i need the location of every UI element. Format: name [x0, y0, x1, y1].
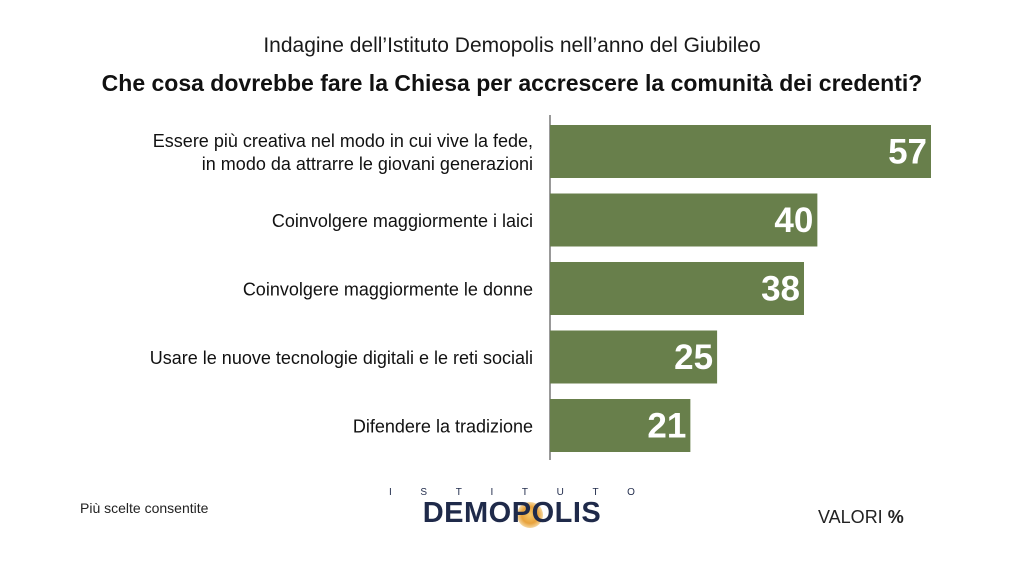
category-label-3-0: Usare le nuove tecnologie digitali e le … — [150, 348, 533, 368]
data-label-4: 21 — [647, 407, 686, 446]
logo-sun-icon — [517, 502, 543, 528]
data-label-3: 25 — [674, 338, 713, 377]
logo-wordmark: DEMOPOLIS — [422, 497, 602, 529]
category-label-0-0: Essere più creativa nel modo in cui vive… — [153, 131, 533, 151]
category-label-1-0: Coinvolgere maggiormente i laici — [272, 211, 533, 231]
bar-1 — [550, 193, 818, 247]
bar-3 — [550, 330, 718, 384]
category-label-2-0: Coinvolgere maggiormente le donne — [243, 280, 533, 300]
data-label-0: 57 — [888, 133, 927, 172]
bar-chart: 57 Essere più creativa nel modo in cui vi… — [150, 115, 931, 460]
data-label-2: 38 — [761, 270, 800, 309]
bar-2 — [550, 262, 804, 315]
data-label-1: 40 — [774, 201, 813, 240]
chart-title: Che cosa dovrebbe fare la Chiesa per acc… — [101, 70, 923, 96]
bar-4 — [550, 399, 691, 452]
footnote: Più scelte consentite — [80, 500, 209, 516]
bar-0 — [550, 125, 931, 178]
category-label-0-1: in modo da attrarre le giovani generazio… — [202, 154, 533, 174]
chart-subtitle: Indagine dell’Istituto Demopolis nell’an… — [263, 34, 761, 57]
units-label: VALORI % — [818, 507, 904, 527]
category-label-4-0: Difendere la tradizione — [353, 417, 533, 437]
